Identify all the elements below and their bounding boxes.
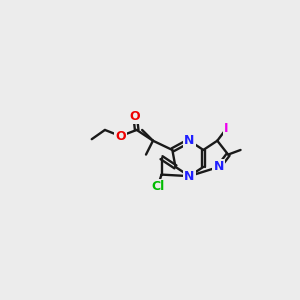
Text: O: O <box>130 110 140 123</box>
Text: N: N <box>184 169 195 183</box>
Text: N: N <box>214 160 224 173</box>
Text: Cl: Cl <box>151 180 164 194</box>
Text: N: N <box>184 134 195 147</box>
Text: I: I <box>224 122 229 135</box>
Text: O: O <box>115 130 126 142</box>
